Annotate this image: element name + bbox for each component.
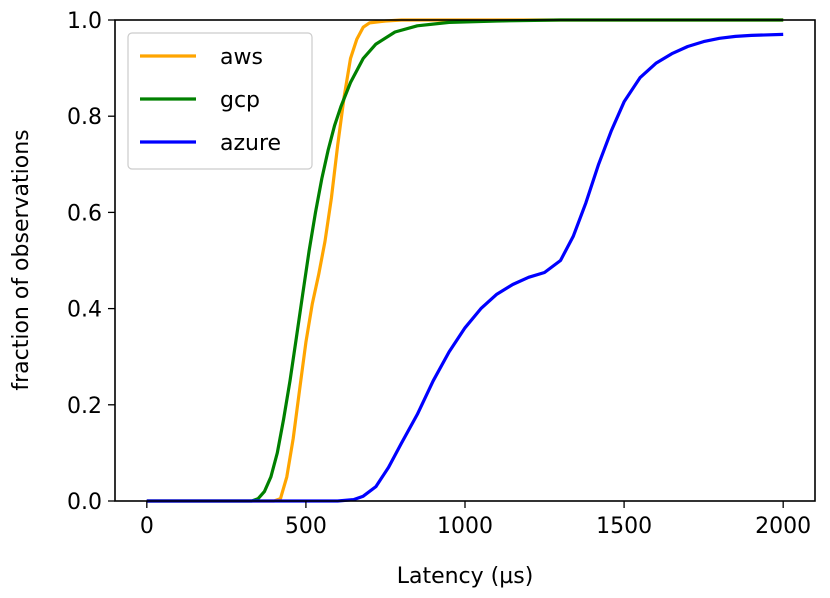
series-line-azure xyxy=(146,32,784,503)
legend-box xyxy=(127,32,313,170)
series-layer xyxy=(146,18,784,503)
y-tick-label: 0.0 xyxy=(67,490,102,515)
y-axis-label: fraction of observations xyxy=(9,129,34,390)
x-tick-label: 2000 xyxy=(755,514,811,539)
x-tick-label: 0 xyxy=(140,514,154,539)
y-tick-label: 1.0 xyxy=(67,9,102,34)
x-axis: 0 500 1000 1500 2000 xyxy=(140,501,811,539)
y-tick-label: 0.6 xyxy=(67,201,102,226)
legend-label-azure: azure xyxy=(220,131,281,156)
y-tick-label: 0.2 xyxy=(67,394,102,419)
legend-label-gcp: gcp xyxy=(220,88,260,113)
y-tick-label: 0.8 xyxy=(67,105,102,130)
series-line-gcp xyxy=(146,18,784,503)
y-tick-label: 0.4 xyxy=(67,298,102,323)
x-axis-label: Latency (µs) xyxy=(397,564,534,589)
x-tick-label: 1500 xyxy=(596,514,652,539)
legend: aws gcp azure xyxy=(127,32,313,170)
series-line-aws xyxy=(146,18,784,503)
x-tick-label: 500 xyxy=(285,514,327,539)
x-tick-label: 1000 xyxy=(437,514,493,539)
legend-label-aws: aws xyxy=(220,45,263,70)
y-axis: 0.0 0.2 0.4 0.6 0.8 1.0 xyxy=(67,9,115,515)
